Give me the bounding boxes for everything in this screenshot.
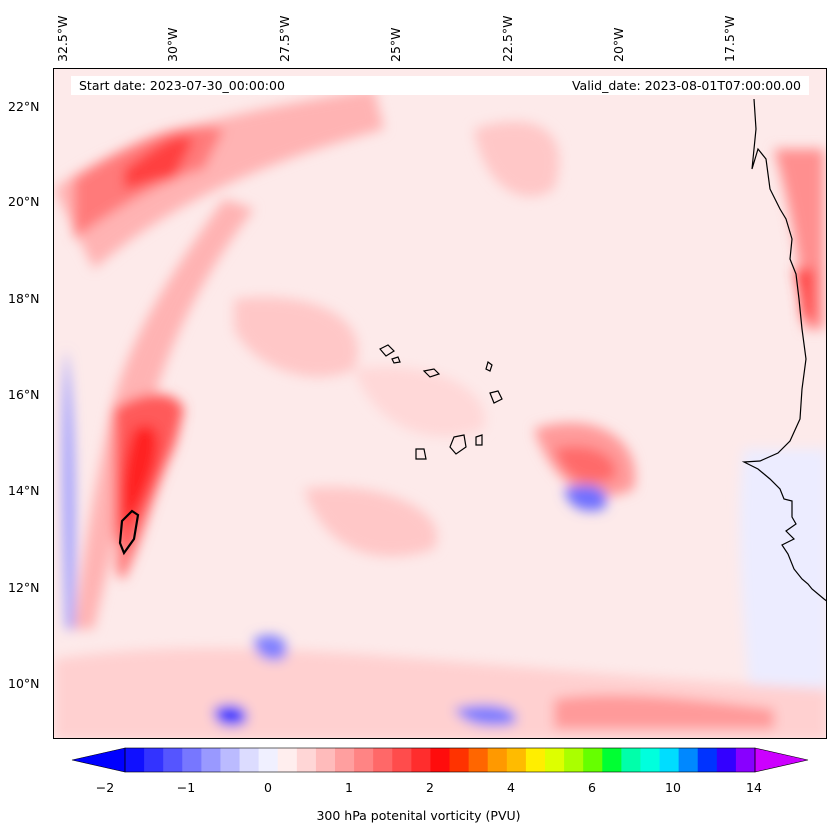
longitude-label: 27.5°W [277,15,292,62]
longitude-label: 30°W [165,27,180,62]
colorbar-segment [430,748,451,772]
latitude-label: 12°N [8,580,40,595]
colorbar-segment [545,748,565,772]
pv-contours [54,89,826,738]
colorbar-segment [201,748,221,772]
colorbar-tick-label: 1 [345,780,353,795]
colorbar-segment [602,748,622,772]
colorbar-segment [735,748,756,772]
latitude-label: 14°N [8,483,40,498]
longitude-label: 22.5°W [500,15,515,62]
colorbar-tick-label: 6 [588,780,596,795]
longitude-label: 17.5°W [722,15,737,62]
colorbar-segment [564,748,584,772]
colorbar-segment [392,748,412,772]
colorbar-segment [220,748,241,772]
colorbar-segment [487,748,508,772]
colorbar-tick-label: 0 [264,780,272,795]
colorbar-segment [659,748,680,772]
colorbar-segment [640,748,661,772]
colorbar-tick-label: −2 [95,780,115,795]
map-panel [53,68,827,739]
longitude-label: 20°W [611,27,626,62]
colorbar-tick-label: 10 [665,780,681,795]
colorbar-segment [583,748,603,772]
colorbar-segment [506,748,527,772]
colorbar-min-arrow [71,747,126,773]
colorbar-tick-label: 2 [426,780,434,795]
colorbar-segment [373,748,393,772]
latitude-label: 18°N [8,291,40,306]
colorbar-segment [144,748,164,772]
latitude-label: 20°N [8,194,40,209]
colorbar-segment [449,748,470,772]
colorbar-segment [163,748,183,772]
colorbar-segment [697,748,718,772]
colorbar [71,747,809,773]
colorbar-segment [716,748,737,772]
colorbar-tick-label: −1 [176,780,196,795]
colorbar-segment [296,748,317,772]
colorbar-segment [239,748,260,772]
colorbar-segment [335,748,355,772]
latitude-label: 16°N [8,387,40,402]
colorbar-border [124,747,756,773]
colorbar-segments [71,747,809,773]
pv-field-map [54,69,826,738]
start-date-label: Start date: 2023-07-30_00:00:00 [79,78,285,93]
colorbar-segment [315,748,336,772]
coastlines [118,98,826,602]
colorbar-title: 300 hPa potenital vorticity (PVU) [316,808,521,823]
colorbar-segment [621,748,641,772]
colorbar-segment [411,748,431,772]
colorbar-segment [354,748,374,772]
colorbar-tick-label: 4 [507,780,515,795]
colorbar-segment [125,748,145,772]
longitude-label: 32.5°W [55,15,70,62]
latitude-label: 22°N [8,99,40,114]
colorbar-segment [258,748,279,772]
colorbar-segment [468,748,489,772]
colorbar-max-arrow [754,747,809,773]
date-annotation-box: Start date: 2023-07-30_00:00:00 Valid_da… [71,76,809,95]
colorbar-segment [182,748,202,772]
longitude-label: 25°W [388,27,403,62]
colorbar-segment [277,748,298,772]
colorbar-segment [678,748,699,772]
valid-date-label: Valid_date: 2023-08-01T07:00:00.00 [571,78,801,93]
colorbar-tick-label: 14 [746,780,762,795]
colorbar-segment [525,748,546,772]
latitude-label: 10°N [8,676,40,691]
